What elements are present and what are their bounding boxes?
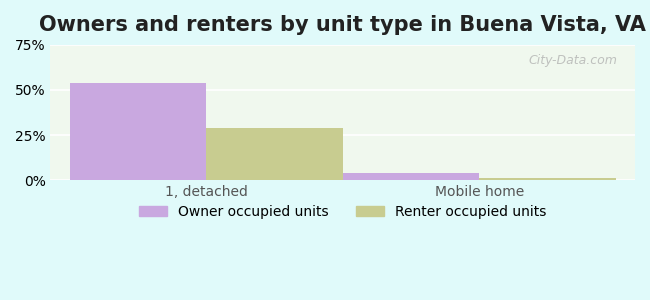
Bar [343, 173, 479, 180]
Bar [70, 83, 206, 180]
Title: Owners and renters by unit type in Buena Vista, VA: Owners and renters by unit type in Buena… [39, 15, 646, 35]
Legend: Owner occupied units, Renter occupied units: Owner occupied units, Renter occupied un… [133, 200, 552, 225]
Text: City-Data.com: City-Data.com [528, 54, 618, 68]
Bar [206, 128, 343, 180]
Bar [479, 178, 616, 180]
